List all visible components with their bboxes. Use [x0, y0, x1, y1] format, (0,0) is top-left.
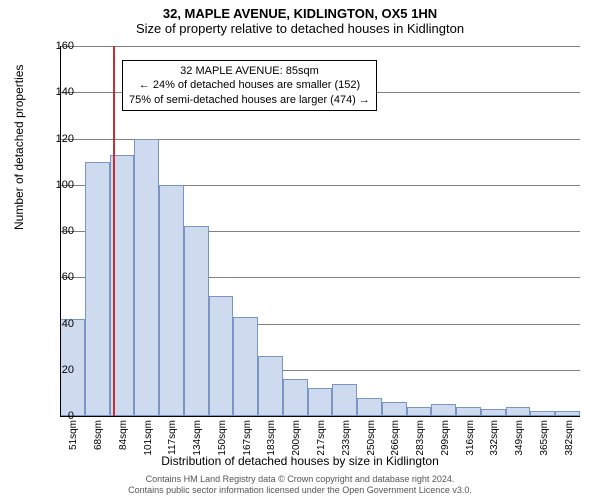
x-tick-label: 349sqm	[514, 420, 525, 456]
histogram-bar	[85, 162, 110, 416]
histogram-bar	[184, 226, 209, 416]
x-tick-label: 332sqm	[489, 420, 500, 456]
x-tick-label: 167sqm	[242, 420, 253, 456]
y-axis-label: Number of detached properties	[12, 65, 26, 230]
plot-area: 32 MAPLE AVENUE: 85sqm← 24% of detached …	[60, 46, 580, 416]
y-tick-label: 120	[44, 133, 74, 145]
x-tick-label: 365sqm	[539, 420, 550, 456]
chart-area: 32 MAPLE AVENUE: 85sqm← 24% of detached …	[60, 46, 580, 416]
x-tick-label: 299sqm	[440, 420, 451, 456]
histogram-bar	[233, 317, 258, 416]
x-tick-label: 150sqm	[217, 420, 228, 456]
histogram-bar	[283, 379, 308, 416]
x-tick-label: 316sqm	[465, 420, 476, 456]
gridline	[60, 46, 580, 47]
chart-subtitle: Size of property relative to detached ho…	[0, 21, 600, 40]
histogram-bar	[134, 139, 159, 417]
footer-line1: Contains HM Land Registry data © Crown c…	[0, 474, 600, 485]
property-marker-line	[113, 46, 115, 416]
histogram-bar	[481, 409, 506, 416]
x-tick-label: 250sqm	[366, 420, 377, 456]
y-tick-label: 80	[44, 225, 74, 237]
histogram-bar	[332, 384, 357, 416]
histogram-bar	[407, 407, 432, 416]
histogram-bar	[308, 388, 333, 416]
x-tick-label: 382sqm	[564, 420, 575, 456]
histogram-bar	[456, 407, 481, 416]
chart-title: 32, MAPLE AVENUE, KIDLINGTON, OX5 1HN	[0, 0, 600, 21]
annotation-line: 32 MAPLE AVENUE: 85sqm	[129, 64, 370, 78]
y-tick-label: 20	[44, 364, 74, 376]
y-tick-label: 100	[44, 179, 74, 191]
histogram-bar	[382, 402, 407, 416]
footer-line2: Contains public sector information licen…	[0, 485, 600, 496]
y-tick-label: 140	[44, 86, 74, 98]
x-tick-label: 283sqm	[415, 420, 426, 456]
histogram-bar	[431, 404, 456, 416]
y-tick-label: 160	[44, 40, 74, 52]
x-tick-label: 101sqm	[143, 420, 154, 456]
x-tick-label: 183sqm	[266, 420, 277, 456]
footer-attribution: Contains HM Land Registry data © Crown c…	[0, 474, 600, 496]
x-axis-label: Distribution of detached houses by size …	[0, 454, 600, 468]
annotation-line: 75% of semi-detached houses are larger (…	[129, 93, 370, 107]
histogram-bar	[209, 296, 234, 416]
x-tick-label: 84sqm	[118, 420, 129, 450]
histogram-bar	[506, 407, 531, 416]
x-tick-label: 51sqm	[68, 420, 79, 450]
x-tick-label: 134sqm	[192, 420, 203, 456]
y-tick-label: 40	[44, 318, 74, 330]
histogram-bar	[258, 356, 283, 416]
x-tick-label: 233sqm	[341, 420, 352, 456]
x-tick-label: 200sqm	[291, 420, 302, 456]
x-tick-label: 117sqm	[167, 420, 178, 455]
annotation-box: 32 MAPLE AVENUE: 85sqm← 24% of detached …	[122, 60, 377, 111]
histogram-bar	[159, 185, 184, 416]
x-axis-line	[60, 416, 580, 417]
y-tick-label: 60	[44, 271, 74, 283]
histogram-bar	[357, 398, 382, 417]
x-tick-label: 68sqm	[93, 420, 104, 450]
annotation-line: ← 24% of detached houses are smaller (15…	[129, 78, 370, 92]
x-tick-label: 217sqm	[316, 420, 327, 456]
x-tick-label: 266sqm	[390, 420, 401, 456]
